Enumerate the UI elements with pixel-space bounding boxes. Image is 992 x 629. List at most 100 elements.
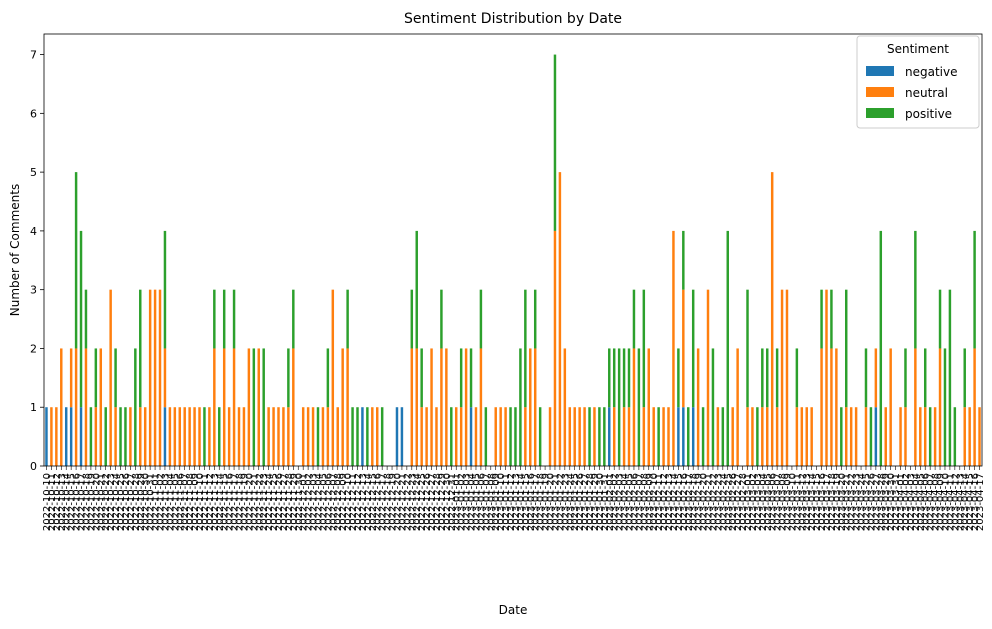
bar-neutral-2023-04-16 — [973, 348, 976, 466]
x-tick-label: 2022-12-14 — [363, 473, 374, 531]
bar-neutral-2022-11-09 — [193, 407, 196, 466]
bar-positive-2023-02-15 — [677, 348, 680, 408]
bar-neutral-2023-03-21 — [845, 407, 848, 466]
x-tick-label: 2023-01-31 — [600, 473, 611, 531]
x-tick-label: 2023-03-07 — [773, 473, 784, 531]
bar-neutral-2023-04-08 — [933, 407, 937, 466]
bar-positive-2022-11-15 — [222, 289, 226, 349]
bar-positive-2023-02-03 — [617, 348, 621, 466]
x-tick-label: 2022-10-22 — [101, 473, 112, 531]
x-tick-label: 2022-10-11 — [47, 473, 58, 531]
x-tick-label: 2023-03-20 — [837, 473, 848, 531]
bar-positive-2022-12-31 — [450, 407, 453, 466]
bar-positive-2023-03-11 — [795, 348, 799, 408]
x-tick-label: 2023-02-02 — [610, 473, 621, 531]
x-tick-label: 2023-03-04 — [758, 473, 769, 531]
x-tick-label: 2023-03-08 — [778, 473, 789, 531]
bar-positive-2023-04-12 — [953, 407, 957, 466]
x-tick-label: 2023-01-06 — [476, 473, 487, 531]
y-tick-label: 5 — [30, 166, 37, 179]
legend-title: Sentiment — [887, 42, 949, 56]
x-tick-label: 2023-04-10 — [940, 473, 951, 531]
bar-neutral-2023-02-10 — [652, 407, 655, 466]
bar-positive-2023-01-17 — [533, 289, 537, 349]
x-tick-label: 2023-02-03 — [615, 473, 626, 531]
bar-neutral-2023-04-02 — [904, 407, 907, 466]
x-tick-label: 2023-02-22 — [708, 473, 719, 531]
x-tick-label: 2022-11-26 — [274, 473, 285, 531]
bar-neutral-2022-11-19 — [242, 407, 246, 466]
bar-positive-2022-12-14 — [366, 407, 369, 466]
x-tick-label: 2023-01-07 — [481, 473, 492, 531]
bar-neutral-2023-01-11 — [504, 407, 507, 466]
bar-neutral-2023-01-01 — [454, 407, 458, 466]
x-tick-label: 2022-11-14 — [215, 473, 226, 531]
bar-neutral-2023-02-05 — [627, 407, 631, 466]
legend-label-positive: positive — [905, 107, 952, 121]
y-tick-label: 6 — [30, 107, 37, 120]
x-tick-label: 2023-03-11 — [792, 473, 803, 531]
bar-neutral-2023-02-02 — [612, 407, 616, 466]
bar-negative-2022-10-14 — [64, 407, 68, 466]
bar-positive-2023-04-04 — [914, 230, 917, 349]
bar-positive-2023-04-02 — [904, 348, 907, 408]
y-tick-label: 2 — [30, 342, 37, 355]
bar-positive-2023-04-16 — [973, 230, 976, 349]
x-tick-label: 2023-03-29 — [881, 473, 892, 531]
x-tick-label: 2022-10-13 — [57, 473, 68, 531]
bar-neutral-2023-02-12 — [662, 407, 665, 466]
x-tick-label: 2023-03-03 — [753, 473, 764, 531]
bar-positive-2022-12-23 — [410, 289, 414, 349]
bar-neutral-2022-11-22 — [257, 348, 260, 466]
x-tick-label: 2023-02-24 — [718, 473, 729, 531]
bar-neutral-2023-03-01 — [746, 407, 749, 466]
bar-neutral-2022-11-07 — [183, 407, 186, 466]
bar-neutral-2023-01-27 — [583, 407, 586, 466]
x-tick-label: 2023-01-27 — [580, 473, 591, 531]
bar-neutral-2022-11-08 — [188, 407, 191, 466]
x-tick-label: 2023-01-14 — [516, 473, 527, 531]
bar-neutral-2022-12-28 — [435, 407, 438, 466]
bar-neutral-2022-11-03 — [163, 348, 167, 408]
bar-neutral-2022-11-12 — [208, 407, 211, 466]
x-tick-label: 2023-03-19 — [832, 473, 843, 531]
bar-neutral-2023-02-26 — [731, 407, 734, 466]
bar-neutral-2023-03-19 — [835, 348, 838, 466]
bar-neutral-2023-02-14 — [672, 230, 675, 466]
bar-neutral-2023-01-23 — [563, 348, 567, 466]
x-tick-label: 2023-01-23 — [560, 473, 571, 531]
x-tick-label: 2022-10-20 — [91, 473, 102, 531]
x-tick-label: 2023-03-25 — [861, 473, 872, 531]
x-tick-label: 2023-03-06 — [768, 473, 779, 531]
x-tick-label: 2022-12-07 — [328, 473, 339, 531]
x-tick-label: 2022-11-23 — [259, 473, 270, 531]
bar-neutral-2022-12-07 — [331, 289, 335, 466]
x-tick-label: 2023-03-10 — [787, 473, 798, 531]
bar-neutral-2022-11-04 — [168, 407, 172, 466]
x-axis-label: Date — [499, 603, 528, 617]
bar-neutral-2023-04-04 — [914, 348, 917, 466]
bar-positive-2023-02-22 — [711, 348, 715, 466]
bar-neutral-2023-03-18 — [830, 348, 833, 466]
x-tick-label: 2022-12-26 — [422, 473, 433, 531]
y-axis-ticks: 0 1 2 3 4 5 6 7 — [30, 49, 44, 473]
bar-neutral-2023-01-09 — [494, 407, 497, 466]
x-tick-label: 2023-02-23 — [713, 473, 724, 531]
bar-neutral-2023-02-06 — [632, 348, 636, 466]
x-tick-label: 2022-12-27 — [427, 473, 438, 531]
bar-neutral-2022-12-01 — [301, 407, 305, 466]
bar-neutral-2022-10-18 — [84, 348, 88, 466]
x-tick-label: 2023-01-09 — [491, 473, 502, 531]
bar-positive-2023-02-11 — [657, 407, 660, 466]
x-tick-label: 2022-10-10 — [42, 473, 53, 531]
x-tick-label: 2022-12-22 — [402, 473, 413, 531]
bar-positive-2023-04-10 — [943, 348, 947, 466]
bar-neutral-2022-10-30 — [143, 407, 147, 466]
x-tick-label: 2022-10-12 — [52, 473, 63, 531]
x-tick-label: 2023-02-06 — [629, 473, 640, 531]
bar-neutral-2023-01-21 — [553, 230, 557, 466]
bar-negative-2023-02-15 — [677, 407, 680, 466]
bar-positive-2023-02-07 — [637, 348, 641, 466]
x-tick-label: 2023-03-22 — [847, 473, 858, 531]
